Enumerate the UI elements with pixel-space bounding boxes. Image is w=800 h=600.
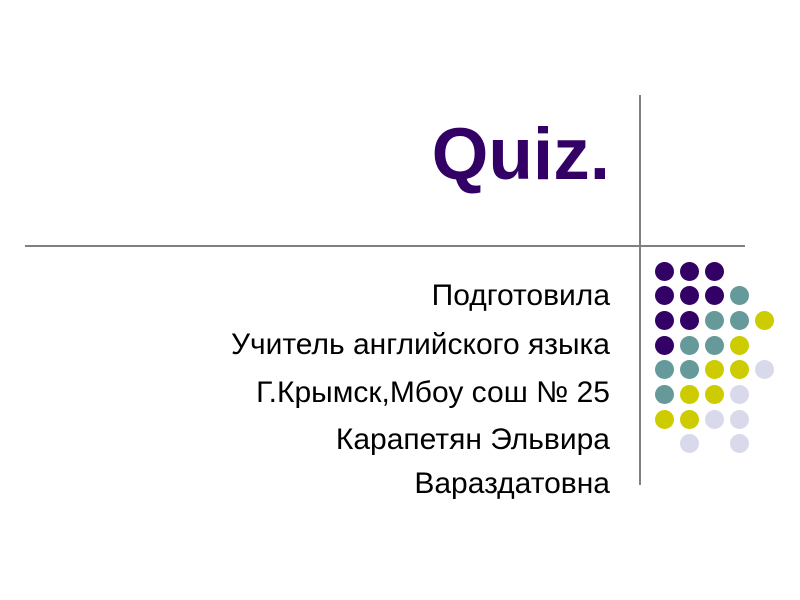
school-location: Г.Крымск,Мбоу сош № 25: [256, 376, 610, 409]
decorative-dot: [679, 434, 699, 454]
decorative-dot: [679, 310, 699, 330]
horizontal-divider: [25, 245, 745, 247]
decorative-dot: [704, 261, 724, 281]
decorative-dot: [704, 360, 724, 380]
decorative-dot: [679, 360, 699, 380]
vertical-divider: [639, 95, 641, 485]
decorative-dot: [654, 335, 674, 355]
decorative-dot: [729, 434, 749, 454]
decorative-dot: [679, 385, 699, 404]
decorative-dot: [704, 335, 724, 355]
decorative-dot: [654, 286, 674, 306]
decorative-dot: [704, 310, 724, 330]
decorative-dot: [729, 409, 749, 429]
decorative-dot: [704, 286, 724, 306]
decorative-dot: [729, 385, 749, 404]
decorative-dot: [679, 409, 699, 429]
decorative-dot: [679, 286, 699, 306]
decorative-dot: [704, 385, 724, 404]
decorative-dot: [654, 310, 674, 330]
decorative-dot: [679, 335, 699, 355]
author-name: Карапетян Эльвира Вараздатовна: [335, 423, 610, 500]
decorative-dot: [679, 261, 699, 281]
prepared-by-label: Подготовила: [431, 279, 610, 312]
decorative-dot: [729, 286, 749, 306]
decorative-dot: [654, 409, 674, 429]
decorative-dot: [729, 360, 749, 380]
decorative-dot: [654, 261, 674, 281]
decorative-dot: [729, 310, 749, 330]
decorative-dot: [754, 360, 774, 380]
decorative-dot: [654, 360, 674, 380]
decorative-dot: [704, 409, 724, 429]
decorative-dot: [754, 310, 774, 330]
teacher-role: Учитель английского языка: [230, 328, 610, 361]
slide-title: Quiz.: [431, 114, 610, 195]
decorative-dot: [654, 385, 674, 404]
decorative-dot: [729, 335, 749, 355]
